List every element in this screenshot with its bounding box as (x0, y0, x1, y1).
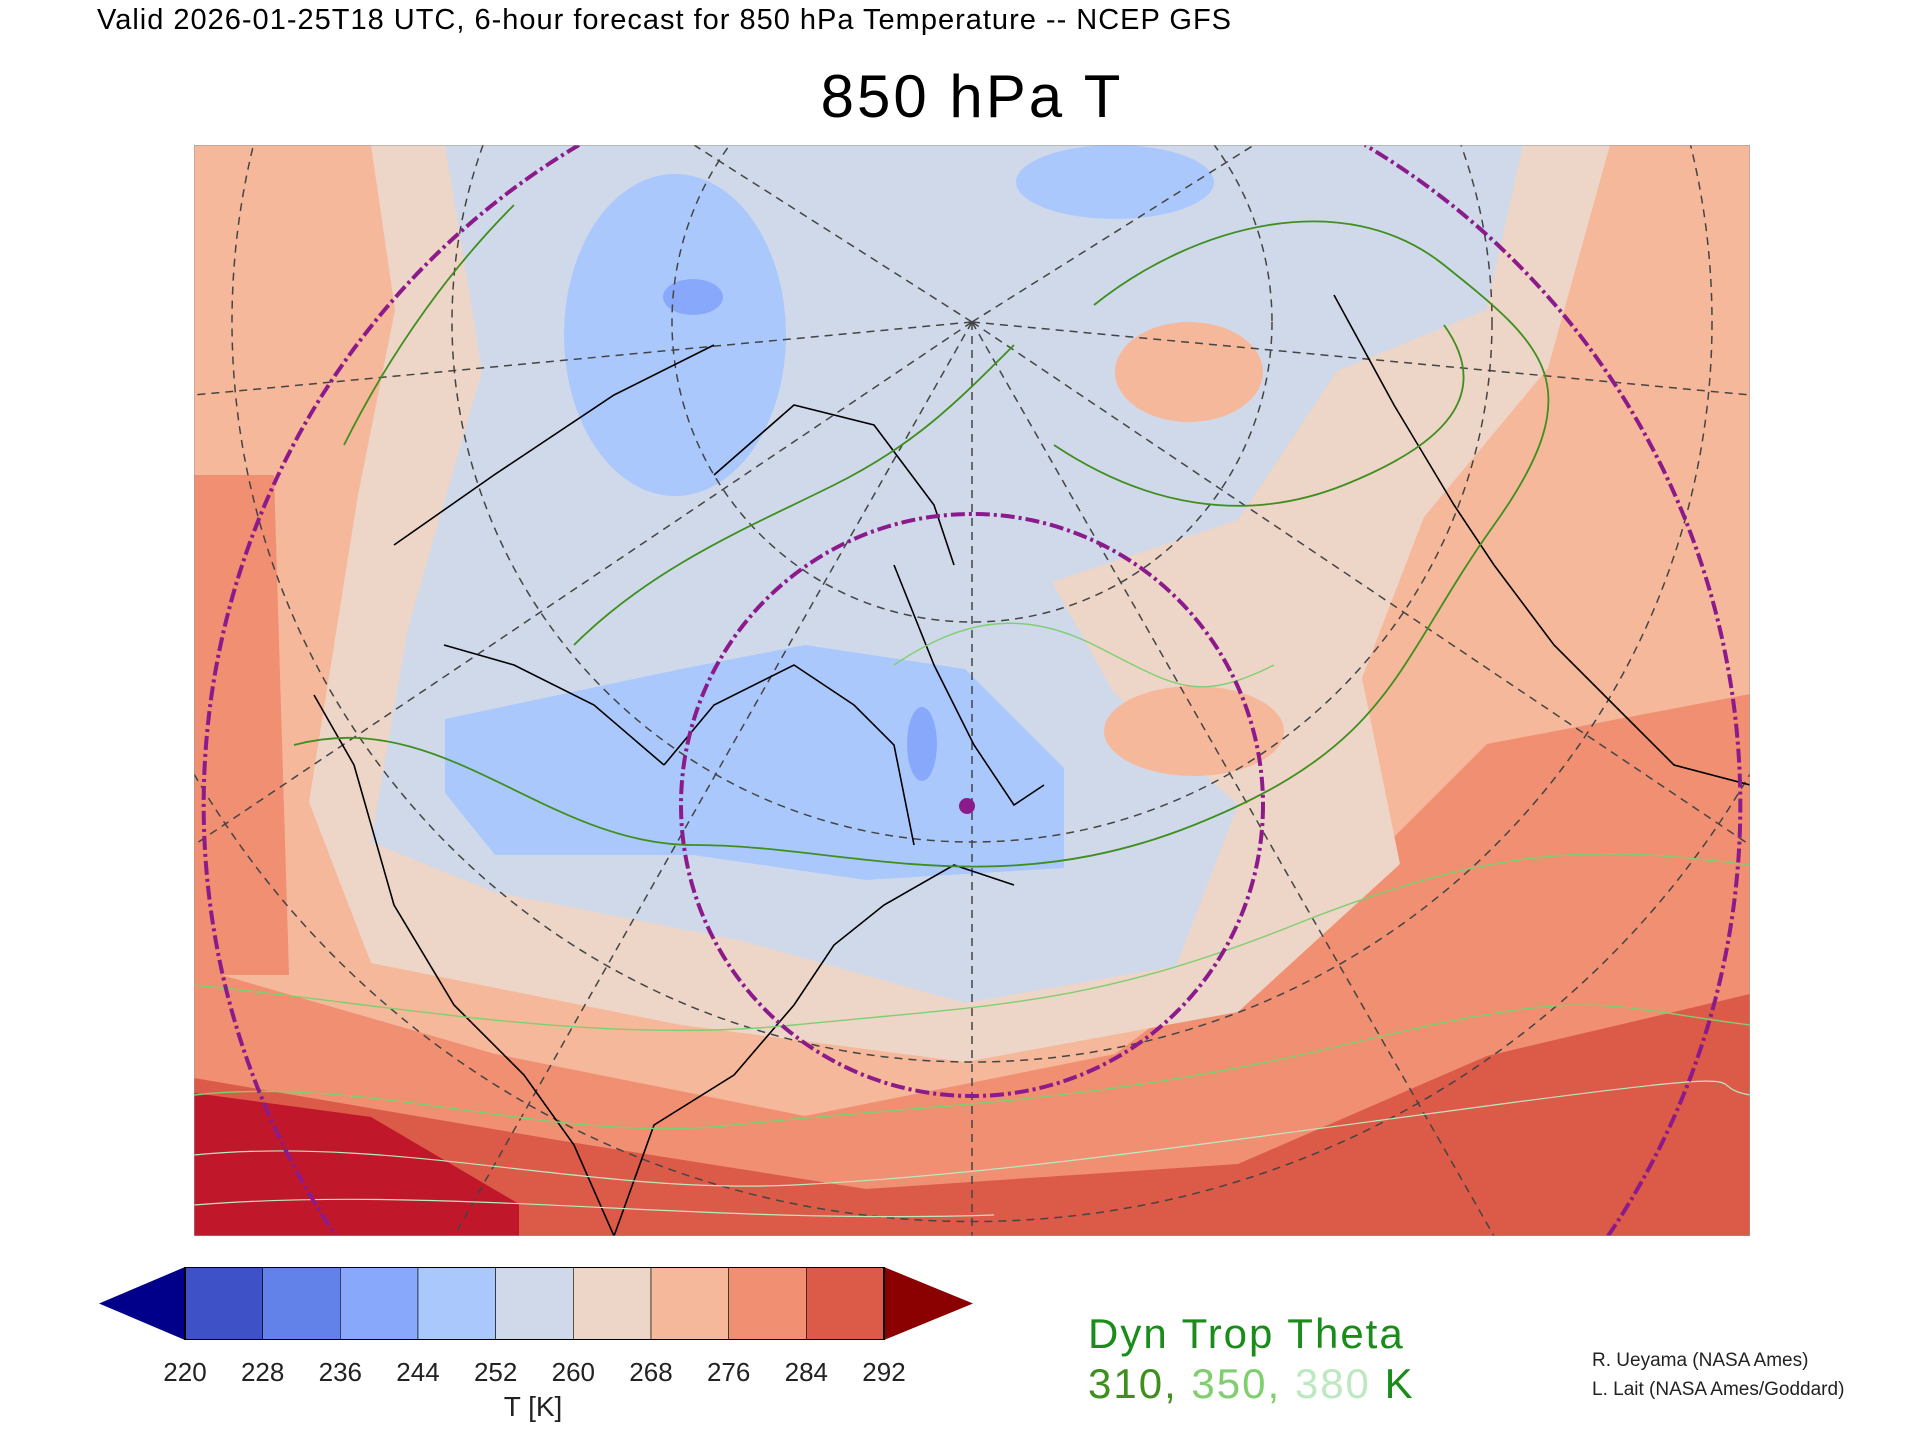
lat-lon-grid (194, 145, 1750, 1236)
overlay-legend-title: Dyn Trop Theta (1088, 1310, 1405, 1357)
colorbar-box-284-292 (806, 1267, 885, 1340)
plot-title: 850 hPa T (820, 63, 1124, 130)
unit-label: K (1370, 1360, 1415, 1407)
colorbar-tick-label: 276 (706, 1357, 751, 1387)
credit-line-2: L. Lait (NASA Ames/Goddard) (1592, 1379, 1845, 1400)
valid-time-header: Valid 2026-01-25T18 UTC, 6-hour forecast… (97, 4, 1232, 36)
colorbar-box-220-228 (184, 1267, 263, 1340)
coastlines (313, 294, 1750, 1236)
separator: , (1267, 1360, 1295, 1407)
theta-380-label: 380 (1294, 1360, 1371, 1407)
colorbar-tick-label: 244 (396, 1357, 440, 1387)
colorbar-tick-label: 236 (318, 1357, 363, 1387)
colorbar-box-228-236 (262, 1267, 341, 1340)
colorbar-tick-label: 268 (629, 1357, 673, 1387)
colorbar-over-triangle (884, 1267, 973, 1340)
colorbar-tick-label: 228 (240, 1357, 285, 1387)
colorbar-box-236-244 (340, 1267, 419, 1340)
colorbar (99, 1267, 973, 1340)
coldest-patch-labrador (907, 707, 937, 781)
outer-range-circle (201, 145, 1743, 1236)
colorbar-box-260-268 (573, 1267, 652, 1340)
warm-tongue-atlantic (1104, 686, 1284, 776)
overlay-legend-values: 310, 350, 380 K (1088, 1360, 1415, 1408)
colorbar-tick-label: 284 (784, 1357, 829, 1387)
colorbar-box-252-260 (495, 1267, 574, 1340)
colorbar-box-276-284 (728, 1267, 807, 1340)
separator: , (1164, 1360, 1192, 1407)
colorbar-units-label: T [K] (503, 1391, 563, 1422)
coldest-patch-baffin (663, 279, 723, 315)
cold-patch-arctic (564, 174, 786, 496)
colorbar-box-244-252 (417, 1267, 496, 1340)
colorbar-tick-label: 292 (862, 1357, 906, 1387)
theta-310-label: 310 (1088, 1360, 1165, 1407)
temp-band-276-284 (194, 694, 1750, 1236)
colorbar-tick-label: 252 (473, 1357, 518, 1387)
dyn-trop-theta-380-contours (194, 1080, 1750, 1218)
theta-350-label: 350 (1191, 1360, 1268, 1407)
site-marker (959, 798, 975, 814)
colorbar-tick-label: 260 (551, 1357, 596, 1387)
colorbar-box-268-276 (650, 1267, 729, 1340)
temp-band-276-284-west (194, 475, 289, 975)
colorbar-tick-label: 220 (163, 1357, 207, 1387)
dyn-trop-theta-310-contours (293, 204, 1550, 868)
dyn-trop-theta-350-contours (194, 622, 1750, 1130)
temperature-map (194, 145, 1750, 1236)
colorbar-under-triangle (99, 1267, 185, 1340)
cold-patch-north (1016, 145, 1214, 219)
inner-range-circle (679, 512, 1265, 1098)
credit-line-1: R. Ueyama (NASA Ames) (1592, 1350, 1809, 1371)
warm-patch-north-atlantic (1115, 322, 1263, 422)
